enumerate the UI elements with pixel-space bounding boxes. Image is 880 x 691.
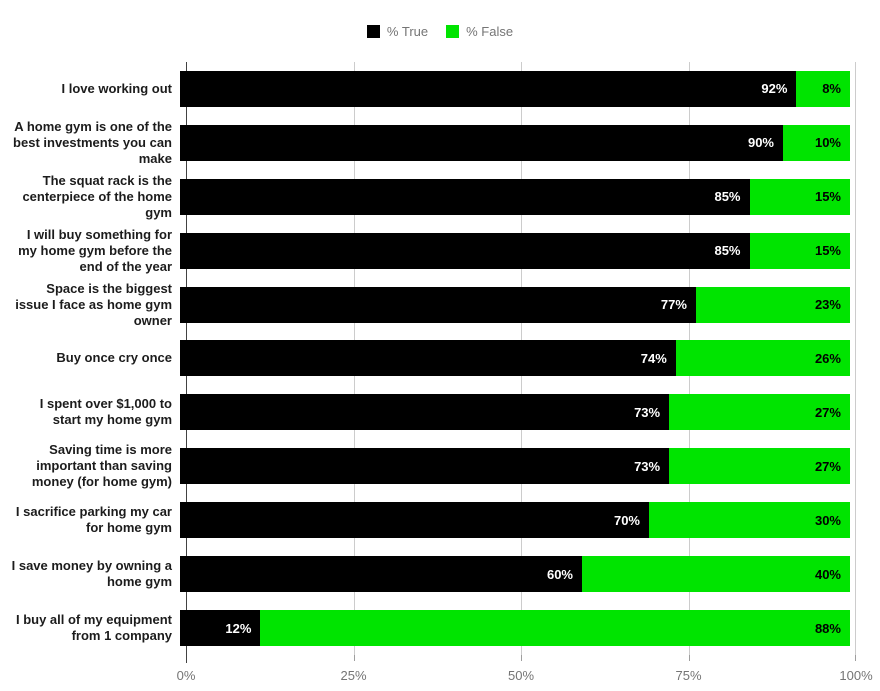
category-label: I love working out <box>61 80 172 96</box>
bar-row: I will buy something for my home gym bef… <box>0 224 856 278</box>
bar-row: I buy all of my equipment from 1 company… <box>0 601 856 655</box>
axis-tick <box>855 655 856 661</box>
bar-segment-false: 15% <box>749 178 850 215</box>
axis-tick <box>353 655 355 661</box>
bar-segment-false: 27% <box>669 394 850 431</box>
value-label: 85% <box>714 189 741 205</box>
bar-row: Space is the biggest issue I face as hom… <box>0 278 856 332</box>
bar-row: The squat rack is the centerpiece of the… <box>0 170 856 224</box>
bar-track: 85% 15% <box>180 232 850 269</box>
category-label: The squat rack is the centerpiece of the… <box>22 172 172 220</box>
value-label: 27% <box>814 458 841 474</box>
bar-track: 85% 15% <box>180 178 850 215</box>
bar-segment-false: 15% <box>749 232 850 269</box>
value-label: 15% <box>814 189 841 205</box>
value-label: 74% <box>640 350 667 366</box>
legend-swatch-icon <box>366 25 380 38</box>
bar-segment-false: 23% <box>695 286 850 323</box>
axis-tick-label: 0% <box>176 668 196 683</box>
value-label: 90% <box>747 135 774 151</box>
bar-segment-true: 85% <box>180 178 750 215</box>
bar-track: 70% 30% <box>180 502 850 539</box>
axis-tick-label: 50% <box>507 668 535 683</box>
legend-item: % True <box>366 24 429 39</box>
value-label: 85% <box>714 243 741 259</box>
value-label: 73% <box>634 404 661 420</box>
value-label: 15% <box>814 243 841 259</box>
value-label: 40% <box>814 566 841 582</box>
chart-legend: % True % False <box>0 24 880 39</box>
bar-segment-true: 12% <box>180 610 261 647</box>
axis-tick <box>186 655 187 663</box>
bar-segment-false: 27% <box>669 448 850 485</box>
bar-row: A home gym is one of the best investment… <box>0 116 856 170</box>
value-label: 30% <box>814 512 841 528</box>
bar-row: Buy once cry once 74% 26% <box>0 332 856 386</box>
axis-tick-label: 100% <box>839 668 873 683</box>
bar-segment-true: 90% <box>180 124 783 161</box>
legend-item: % False <box>446 24 513 39</box>
bar-segment-false: 40% <box>582 556 850 593</box>
axis-tick-label: 25% <box>340 668 367 683</box>
bar-segment-true: 74% <box>180 340 676 377</box>
legend-label: % True <box>386 24 429 39</box>
value-label: 70% <box>613 512 640 528</box>
category-label: I buy all of my equipment from 1 company <box>15 612 172 644</box>
bar-track: 92% 8% <box>180 70 850 107</box>
bar-rows: I love working out 92% 8% A home gym is one… <box>0 62 856 655</box>
bar-track: 77% 23% <box>180 286 850 323</box>
bar-segment-false: 10% <box>783 124 850 161</box>
bar-segment-false: 26% <box>675 340 850 377</box>
category-label: A home gym is one of the best investment… <box>13 118 172 166</box>
value-label: 92% <box>761 81 788 97</box>
bar-track: 74% 26% <box>180 340 850 377</box>
x-axis: 0% 25% 50% 75% 100% <box>177 655 873 691</box>
legend-label: % False <box>466 24 514 39</box>
bar-track: 73% 27% <box>180 448 850 485</box>
bar-segment-true: 92% <box>180 70 797 107</box>
axis-tick-label: 75% <box>675 668 702 683</box>
category-label: Buy once cry once <box>56 350 172 366</box>
category-label: I will buy something for my home gym bef… <box>18 226 172 274</box>
legend-swatch-icon <box>446 25 460 38</box>
bar-track: 12% 88% <box>180 610 850 647</box>
value-label: 77% <box>660 297 687 313</box>
value-label: 27% <box>814 404 841 420</box>
bar-track: 73% 27% <box>180 394 850 431</box>
bar-row: I save money by owning a home gym 60% 40% <box>0 547 856 601</box>
bar-segment-false: 88% <box>260 610 850 647</box>
bar-segment-true: 70% <box>180 502 649 539</box>
bar-row: Saving time is more important than savin… <box>0 439 856 493</box>
bar-row: I love working out 92% 8% <box>0 62 856 116</box>
bar-row: I sacrifice parking my car for home gym 7… <box>0 493 856 547</box>
bar-segment-true: 77% <box>180 286 696 323</box>
axis-tick <box>521 655 522 661</box>
bar-segment-false: 8% <box>796 70 850 107</box>
value-label: 26% <box>814 350 841 366</box>
bar-track: 60% 40% <box>180 556 850 593</box>
category-label: Saving time is more important than savin… <box>31 442 172 490</box>
value-label: 8% <box>822 81 841 97</box>
bar-segment-false: 30% <box>649 502 850 539</box>
category-label: I sacrifice parking my car for home gym <box>15 504 172 536</box>
value-label: 12% <box>225 620 252 636</box>
value-label: 23% <box>814 297 841 313</box>
category-label: I spent over $1,000 to start my home gym <box>39 396 172 428</box>
bar-track: 90% 10% <box>180 124 850 161</box>
value-label: 60% <box>546 566 573 582</box>
axis-tick <box>688 655 690 661</box>
value-label: 73% <box>634 458 661 474</box>
gridline <box>855 62 856 655</box>
category-label: Space is the biggest issue I face as hom… <box>15 280 172 328</box>
bar-segment-true: 73% <box>180 448 670 485</box>
bar-row: I spent over $1,000 to start my home gym… <box>0 385 856 439</box>
bar-segment-true: 73% <box>180 394 670 431</box>
bar-segment-true: 85% <box>180 232 750 269</box>
category-label: I save money by owning a home gym <box>11 558 172 590</box>
value-label: 10% <box>814 135 841 151</box>
value-label: 88% <box>814 620 841 636</box>
bar-segment-true: 60% <box>180 556 582 593</box>
